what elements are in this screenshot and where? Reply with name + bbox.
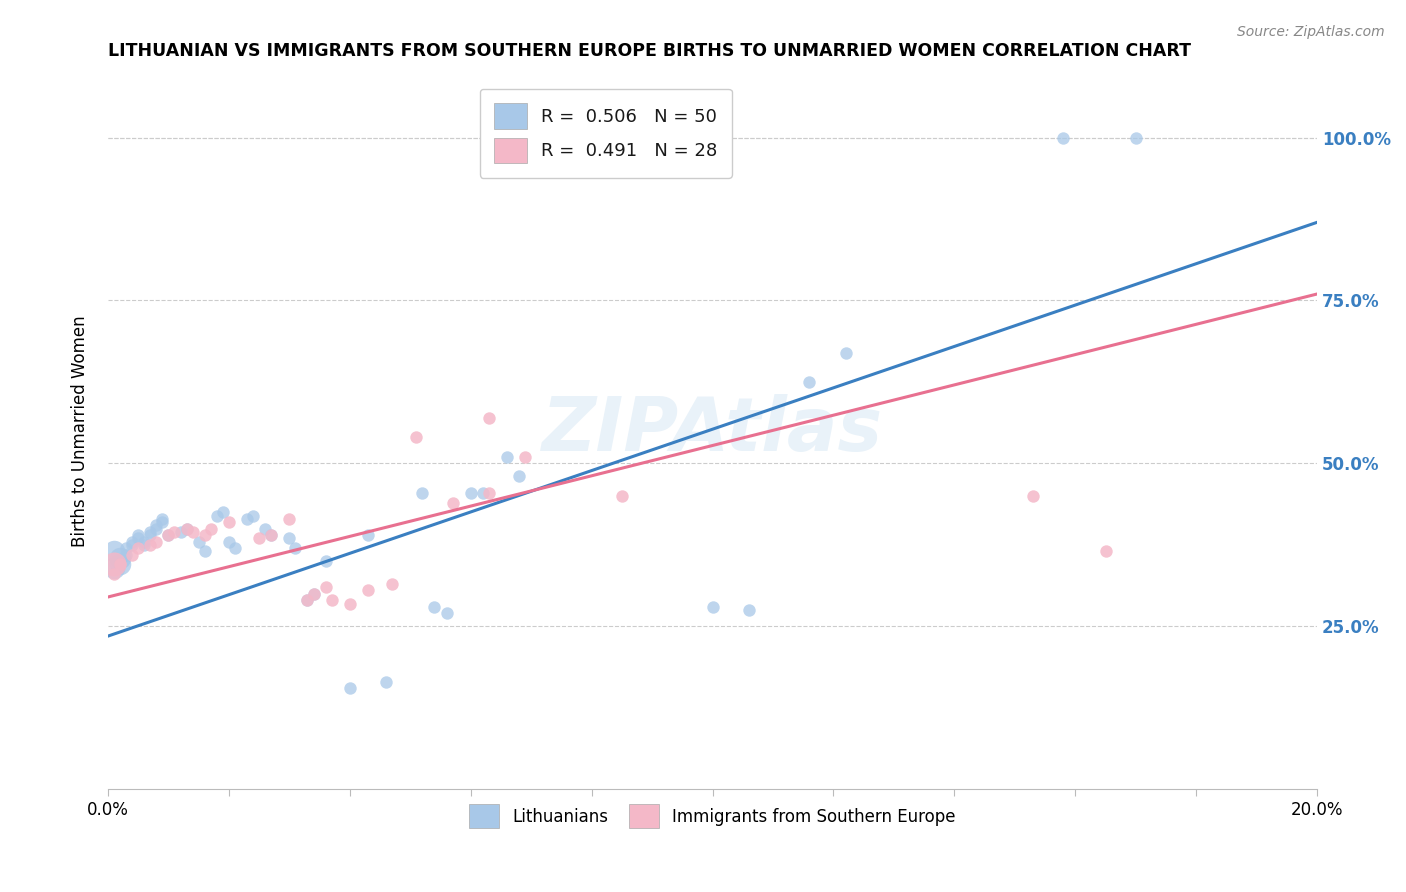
Point	[460, 485, 482, 500]
Point	[471, 485, 494, 500]
Point	[441, 495, 464, 509]
Point	[145, 522, 167, 536]
Point	[121, 534, 143, 549]
Point	[103, 544, 125, 558]
Point	[121, 548, 143, 562]
Point	[339, 681, 361, 696]
Point	[260, 528, 283, 542]
Point	[157, 528, 180, 542]
Point	[738, 603, 761, 617]
Point	[478, 485, 501, 500]
Point	[834, 345, 856, 359]
Point	[205, 508, 228, 523]
Point	[436, 607, 458, 621]
Point	[176, 522, 198, 536]
Point	[339, 597, 361, 611]
Point	[297, 593, 319, 607]
Point	[423, 599, 446, 614]
Point	[152, 515, 174, 529]
Point	[375, 674, 398, 689]
Point	[315, 580, 337, 594]
Point	[405, 430, 427, 444]
Point	[357, 528, 380, 542]
Point	[254, 522, 277, 536]
Point	[194, 528, 217, 542]
Point	[139, 524, 162, 539]
Point	[127, 528, 149, 542]
Point	[610, 489, 633, 503]
Point	[1125, 130, 1147, 145]
Point	[1094, 544, 1116, 558]
Point	[200, 522, 222, 536]
Point	[478, 410, 501, 425]
Point	[218, 515, 240, 529]
Text: ZIPAtlas: ZIPAtlas	[541, 394, 883, 467]
Point	[176, 522, 198, 536]
Point	[127, 541, 149, 555]
Point	[108, 558, 131, 572]
Point	[321, 593, 343, 607]
Point	[145, 534, 167, 549]
Point	[297, 593, 319, 607]
Point	[139, 538, 162, 552]
Point	[108, 558, 131, 572]
Point	[242, 508, 264, 523]
Point	[357, 583, 380, 598]
Point	[278, 512, 301, 526]
Point	[799, 375, 821, 389]
Point	[103, 560, 125, 574]
Point	[218, 534, 240, 549]
Point	[157, 528, 180, 542]
Point	[515, 450, 537, 464]
Point	[194, 544, 217, 558]
Point	[187, 534, 209, 549]
Point	[702, 599, 724, 614]
Point	[134, 534, 156, 549]
Point	[127, 532, 149, 546]
Point	[224, 541, 246, 555]
Point	[121, 538, 143, 552]
Point	[115, 541, 138, 555]
Point	[134, 538, 156, 552]
Point	[284, 541, 307, 555]
Point	[103, 567, 125, 582]
Point	[302, 587, 325, 601]
Text: LITHUANIAN VS IMMIGRANTS FROM SOUTHERN EUROPE BIRTHS TO UNMARRIED WOMEN CORRELAT: LITHUANIAN VS IMMIGRANTS FROM SOUTHERN E…	[108, 42, 1191, 60]
Point	[169, 524, 191, 539]
Point	[278, 532, 301, 546]
Point	[108, 550, 131, 565]
Y-axis label: Births to Unmarried Women: Births to Unmarried Women	[72, 315, 89, 547]
Point	[508, 469, 530, 483]
Point	[139, 528, 162, 542]
Point	[247, 532, 270, 546]
Point	[103, 558, 125, 572]
Point	[381, 577, 404, 591]
Point	[212, 505, 235, 519]
Text: Source: ZipAtlas.com: Source: ZipAtlas.com	[1237, 25, 1385, 39]
Point	[115, 548, 138, 562]
Point	[236, 512, 259, 526]
Point	[315, 554, 337, 568]
Point	[302, 587, 325, 601]
Legend: Lithuanians, Immigrants from Southern Europe: Lithuanians, Immigrants from Southern Eu…	[463, 797, 962, 835]
Point	[581, 130, 603, 145]
Point	[260, 528, 283, 542]
Point	[531, 130, 554, 145]
Point	[496, 450, 519, 464]
Point	[145, 518, 167, 533]
Point	[152, 512, 174, 526]
Point	[163, 524, 186, 539]
Point	[1052, 130, 1074, 145]
Point	[411, 485, 433, 500]
Point	[181, 524, 204, 539]
Point	[1022, 489, 1045, 503]
